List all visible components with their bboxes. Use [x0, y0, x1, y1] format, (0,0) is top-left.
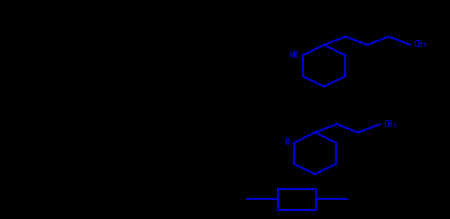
Text: O: O [284, 138, 290, 147]
Text: CH₃: CH₃ [383, 120, 397, 129]
Text: CH₃: CH₃ [414, 40, 428, 49]
Text: HO: HO [290, 51, 299, 60]
